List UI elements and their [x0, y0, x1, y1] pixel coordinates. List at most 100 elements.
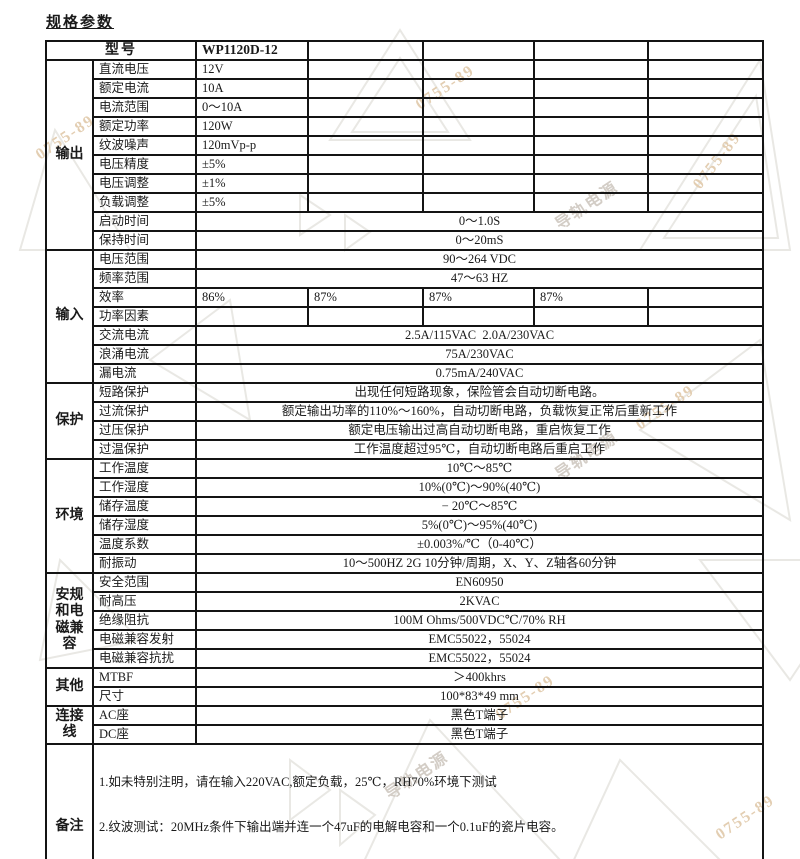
empty-cell	[533, 192, 649, 213]
spec-value-cell	[533, 306, 649, 327]
table-row: 安规和电磁兼容 安全范围 EN60950	[45, 572, 764, 669]
spec-value-cell: 出现任何短路现象，保险管会自动切断电路。	[195, 382, 764, 403]
empty-cell	[647, 97, 764, 118]
spec-label-cell: 频率范围	[92, 268, 197, 289]
spec-label-cell: 工作温度	[92, 458, 197, 479]
empty-cell	[307, 154, 424, 175]
spec-label-cell: 电压精度	[92, 154, 197, 175]
table-row: 额定功率 120W	[46, 116, 764, 137]
spec-label-cell: 尺寸	[92, 686, 197, 707]
spec-value-cell: 87%	[307, 287, 424, 308]
empty-cell	[647, 173, 764, 194]
empty-cell	[307, 97, 424, 118]
spec-value-cell: 75A/230VAC	[195, 344, 764, 365]
section-cell-input: 输入	[45, 249, 94, 384]
spec-label-cell: 安全范围	[92, 572, 197, 593]
table-row: 效率 86% 87% 87% 87%	[46, 287, 764, 308]
empty-cell	[307, 40, 424, 61]
empty-cell	[422, 135, 535, 156]
spec-label-cell: 短路保护	[92, 382, 197, 403]
table-row: 温度系数 ±0.003%/℃（0-40℃）	[46, 534, 764, 555]
table-row: 电磁兼容抗扰 EMC55022，55024	[46, 648, 764, 669]
spec-value-cell	[307, 306, 424, 327]
table-row: 连接线 AC座 黑色T端子	[45, 705, 764, 745]
table-row: 额定电流 10A	[46, 78, 764, 99]
spec-label-cell: 过压保护	[92, 420, 197, 441]
empty-cell	[422, 97, 535, 118]
section-cell-output: 输出	[45, 59, 94, 251]
empty-cell	[422, 116, 535, 137]
table-row: 环境 工作温度 10℃～85℃	[45, 458, 764, 574]
spec-label-cell: 启动时间	[92, 211, 197, 232]
table-row: 功率因素	[46, 306, 764, 327]
empty-cell	[533, 116, 649, 137]
spec-label-cell: 电压调整	[92, 173, 197, 194]
spec-value-cell: 工作温度超过95℃，自动切断电路后重启工作	[195, 439, 764, 460]
table-row: 尺寸 100*83*49 mm	[46, 686, 764, 707]
spec-value-cell: 120W	[195, 116, 309, 137]
spec-label-cell: 效率	[92, 287, 197, 308]
spec-value-cell: 87%	[422, 287, 535, 308]
spec-label-cell: AC座	[92, 705, 197, 726]
section-cell-other: 其他	[45, 667, 94, 707]
spec-label-cell: 过温保护	[92, 439, 197, 460]
spec-label-cell: 电压范围	[92, 249, 197, 270]
spec-value-cell: 2KVAC	[195, 591, 764, 612]
spec-value-cell: 0～10A	[195, 97, 309, 118]
table-row: 电压调整 ±1%	[46, 173, 764, 194]
empty-cell	[422, 40, 535, 61]
empty-cell	[533, 135, 649, 156]
empty-cell	[647, 40, 764, 61]
table-row: 耐振动 10～500HZ 2G 10分钟/周期，X、Y、Z轴各60分钟	[46, 553, 764, 574]
table-row: 绝缘阻抗 100M Ohms/500VDC℃/70% RH	[46, 610, 764, 631]
spec-label-cell: MTBF	[92, 667, 197, 688]
table-row: 过温保护 工作温度超过95℃，自动切断电路后重启工作	[46, 439, 764, 460]
table-row: 工作湿度 10%(0℃)～90%(40℃)	[46, 477, 764, 498]
spec-label-cell: 电磁兼容抗扰	[92, 648, 197, 669]
spec-label-cell: DC座	[92, 724, 197, 745]
spec-value-cell: 90～264 VDC	[195, 249, 764, 270]
spec-value-cell: EMC55022，55024	[195, 629, 764, 650]
empty-cell	[647, 154, 764, 175]
section-cell-protection: 保护	[45, 382, 94, 460]
spec-value-cell: − 20℃～85℃	[195, 496, 764, 517]
spec-label-cell: 过流保护	[92, 401, 197, 422]
table-row: 保持时间 0～20mS	[46, 230, 764, 251]
spec-label-cell: 温度系数	[92, 534, 197, 555]
table-row: 启动时间 0～1.0S	[46, 211, 764, 232]
spec-table: 型号 WP1120D-12 输出 直流电压 12V 额定电流 10A 电流范围 …	[45, 40, 764, 859]
table-row: 频率范围 47～63 HZ	[46, 268, 764, 289]
spec-value-cell: 100M Ohms/500VDC℃/70% RH	[195, 610, 764, 631]
spec-label-cell: 电流范围	[92, 97, 197, 118]
spec-label-cell: 额定功率	[92, 116, 197, 137]
spec-label-cell: 直流电压	[92, 59, 197, 80]
table-row: 漏电流 0.75mA/240VAC	[46, 363, 764, 384]
section-cell-safety-emc: 安规和电磁兼容	[45, 572, 94, 669]
empty-cell	[307, 59, 424, 80]
spec-value-cell: 100*83*49 mm	[195, 686, 764, 707]
table-row: 电压精度 ±5%	[46, 154, 764, 175]
spec-value-cell: ＞400khrs	[195, 667, 764, 688]
empty-cell	[307, 78, 424, 99]
spec-label-cell: 保持时间	[92, 230, 197, 251]
table-row: 备注 1.如未特别注明，请在输入220VAC,额定负载，25℃，RH70%环境下…	[45, 743, 764, 859]
spec-value-cell: EN60950	[195, 572, 764, 593]
table-header-row: 型号 WP1120D-12	[45, 40, 764, 61]
page-title: 规格参数	[46, 15, 115, 31]
spec-value-cell	[647, 306, 764, 327]
spec-value-cell: ±5%	[195, 192, 309, 213]
spec-label-cell: 额定电流	[92, 78, 197, 99]
spec-value-cell: 黑色T端子	[195, 724, 764, 745]
table-row: 电磁兼容发射 EMC55022，55024	[46, 629, 764, 650]
empty-cell	[647, 59, 764, 80]
spec-label-cell: 绝缘阻抗	[92, 610, 197, 631]
spec-value-cell: 2.5A/115VAC 2.0A/230VAC	[195, 325, 764, 346]
model-label-cell: 型号	[45, 40, 197, 61]
table-row: DC座 黑色T端子	[46, 724, 764, 745]
table-row: 其他 MTBF ＞400khrs	[45, 667, 764, 707]
section-cell-connector: 连接线	[45, 705, 94, 745]
spec-label-cell: 交流电流	[92, 325, 197, 346]
spec-value-cell: 0.75mA/240VAC	[195, 363, 764, 384]
table-row: 交流电流 2.5A/115VAC 2.0A/230VAC	[46, 325, 764, 346]
